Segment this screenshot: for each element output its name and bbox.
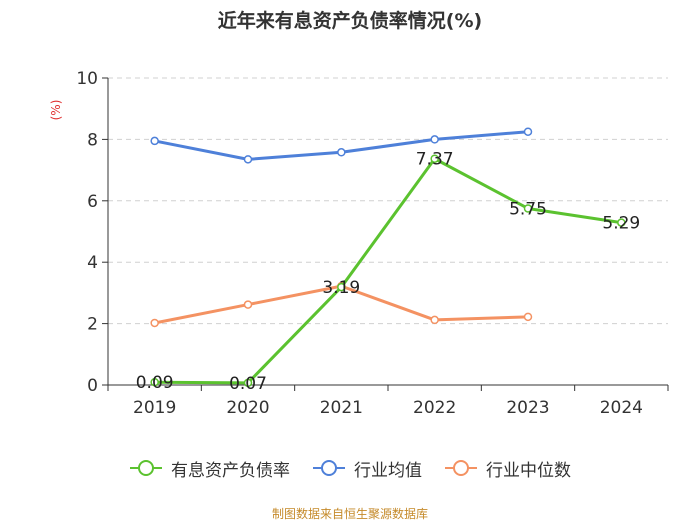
series-lines — [150, 127, 626, 388]
legend-symbol-icon — [445, 460, 477, 476]
axes: 0 2 4 6 8 10 (%) 2019 2020 2021 2022 2023 2024 — [49, 69, 669, 418]
data-point[interactable] — [150, 318, 159, 328]
data-point[interactable] — [430, 315, 439, 325]
data-label: 7.37 — [416, 150, 454, 170]
legend-label: 行业均值 — [354, 460, 422, 481]
y-tick-label: 10 — [76, 69, 98, 89]
data-point[interactable] — [430, 135, 439, 144]
data-label: 5.29 — [602, 214, 640, 234]
data-point[interactable] — [243, 300, 253, 309]
data-labels: 0.09 0.07 3.19 7.37 5.75 5.29 — [136, 150, 641, 394]
data-point[interactable] — [523, 127, 533, 136]
data-label: 0.07 — [229, 374, 267, 394]
data-point[interactable] — [150, 136, 159, 146]
data-point[interactable] — [243, 378, 253, 388]
legend-symbol-icon — [313, 460, 345, 476]
data-point[interactable] — [150, 377, 159, 387]
x-tick-label: 2024 — [600, 398, 643, 418]
y-tick-label: 2 — [87, 315, 98, 335]
data-point[interactable] — [430, 154, 439, 163]
legend-label: 有息资产负债率 — [171, 460, 290, 481]
y-tick-label: 8 — [87, 130, 98, 150]
x-tick-label: 2021 — [320, 398, 363, 418]
x-tick-label: 2020 — [226, 398, 269, 418]
data-point[interactable] — [617, 218, 626, 227]
data-point[interactable] — [337, 282, 346, 292]
series-line — [154, 157, 622, 385]
chart-title: 近年来有息资产负债率情况(%) — [217, 10, 483, 32]
x-tick-label: 2019 — [133, 398, 176, 418]
y-tick-label: 4 — [87, 253, 98, 273]
data-label: 0.09 — [136, 373, 174, 393]
legend-symbol-icon — [130, 460, 162, 476]
data-point[interactable] — [243, 155, 253, 164]
data-label: 5.75 — [509, 199, 547, 219]
y-axis-label: (%) — [49, 100, 63, 121]
data-point[interactable] — [523, 204, 533, 213]
data-point[interactable] — [523, 312, 533, 322]
legend-item[interactable]: 行业中位数 — [444, 456, 571, 481]
data-point[interactable] — [337, 148, 346, 157]
legend: 有息资产负债率 行业均值 行业中位数 — [0, 456, 700, 481]
y-tick-label: 0 — [87, 376, 98, 396]
source-note: 制图数据来自恒生聚源数据库 — [271, 507, 428, 521]
legend-item[interactable]: 行业均值 — [312, 456, 422, 481]
x-tick-label: 2022 — [413, 398, 456, 418]
data-label: 3.19 — [322, 278, 360, 298]
x-tick-label: 2023 — [506, 398, 549, 418]
legend-item[interactable]: 有息资产负债率 — [129, 456, 290, 481]
y-tick-label: 6 — [87, 192, 98, 212]
grid-lines — [108, 77, 668, 325]
legend-label: 行业中位数 — [486, 460, 571, 481]
